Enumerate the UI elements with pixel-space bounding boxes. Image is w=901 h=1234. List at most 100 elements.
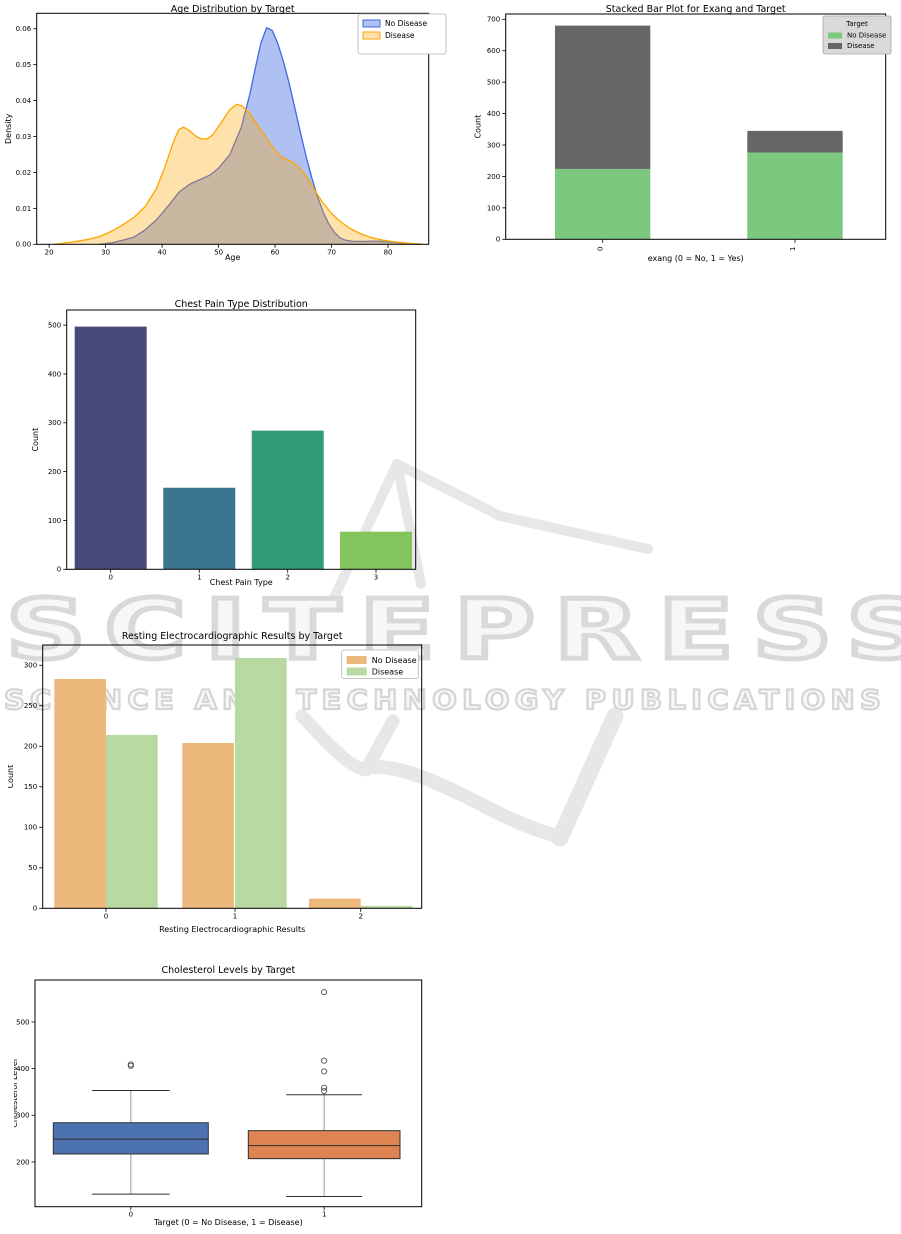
bar (340, 531, 412, 570)
x-tick-label: 70 (327, 248, 336, 256)
y-tick-label: 0 (57, 566, 61, 574)
y-tick-label: 200 (487, 173, 500, 181)
x-tick-label: 30 (101, 248, 110, 256)
logo-upstroke-shape (551, 707, 624, 847)
y-tick-label: 0 (33, 905, 37, 913)
y-tick-label: 0.02 (16, 169, 32, 177)
x-tick-label: 50 (214, 248, 223, 256)
y-tick-label: 0.03 (16, 133, 32, 141)
x-tick-label: 0 (108, 573, 112, 581)
x-tick-label: 60 (271, 248, 280, 256)
bar (74, 326, 147, 570)
legend-label: No Disease (372, 656, 417, 665)
y-tick-label: 0.06 (16, 25, 32, 33)
outlier-point (321, 1087, 328, 1095)
y-tick-label: 100 (24, 824, 37, 832)
plot-border (34, 979, 423, 1208)
y-tick-label: 400 (48, 370, 61, 378)
x-tick-label: 20 (45, 248, 54, 256)
grouped-bar (54, 679, 106, 909)
bar (163, 487, 236, 570)
outlier-point (321, 989, 328, 996)
y-axis-label: Count (474, 115, 483, 139)
x-tick-label: 0 (129, 1211, 133, 1219)
cholesterol-boxplot-chart: 200 300 400 500 0 1 Cholesterol Levels by Targ… (14, 962, 450, 1234)
grouped-bar (235, 657, 287, 909)
x-axis-label: Resting Electrocardiographic Results (159, 925, 305, 934)
box (52, 1122, 209, 1155)
stacked-bar-segment (555, 25, 651, 169)
y-tick-label: 500 (48, 322, 61, 330)
y-tick-label: 0 (496, 236, 500, 244)
y-axis-label: Count (8, 765, 15, 789)
kde-area (54, 104, 422, 245)
y-axis-label: Count (31, 428, 40, 452)
x-axis-label: Age (225, 253, 241, 262)
x-axis-label: Chest Pain Type (210, 578, 273, 587)
legend-swatch (362, 19, 381, 28)
legend-label: Disease (372, 668, 404, 677)
y-tick-label: 300 (16, 1112, 29, 1120)
outlier-point (321, 1057, 328, 1064)
y-tick-label: 100 (48, 517, 61, 525)
y-tick-label: 600 (487, 47, 500, 55)
outlier-point (321, 1068, 328, 1075)
exang-stacked-svg: 0 100 200 300 400 500 600 700 0 1 Stacked Bar Plot… (474, 4, 892, 263)
kde-line (99, 27, 422, 245)
y-tick-label: 300 (487, 141, 500, 149)
legend-swatch (828, 32, 842, 39)
chart-title: Age Distribution by Target (171, 4, 295, 15)
x-tick-label: 80 (384, 248, 393, 256)
x-tick-label: 1 (197, 573, 201, 581)
y-tick-label: 700 (487, 16, 500, 24)
chest-pain-bar-svg: 0 100 200 300 400 500 0 1 2 3 Chest Pain Type Dist… (31, 299, 417, 587)
cholesterol-box-svg: 200 300 400 500 0 1 Cholesterol Levels by Targ… (14, 965, 423, 1227)
chart-title: Resting Electrocardiographic Results by … (122, 631, 343, 642)
chest-pain-type-bar-chart: 0 100 200 300 400 500 0 1 2 3 Chest Pain Type Dist… (20, 298, 440, 590)
stacked-bar-segment (555, 168, 651, 240)
legend-label: Disease (385, 31, 415, 40)
outlier-point (321, 1084, 328, 1091)
plot-border (66, 309, 417, 570)
x-tick-label: 2 (285, 573, 289, 581)
x-tick-label: 1 (322, 1211, 326, 1219)
plot-border (42, 644, 423, 909)
legend-swatch (346, 656, 367, 664)
legend-label: No Disease (385, 19, 427, 28)
y-tick-label: 0.04 (16, 97, 32, 105)
x-tick-label: 2 (358, 912, 362, 920)
x-tick-label: 1 (233, 912, 237, 920)
y-tick-label: 50 (28, 864, 37, 872)
chart-title: Chest Pain Type Distribution (175, 299, 308, 310)
stacked-bar-segment (747, 130, 843, 153)
exang-stacked-bar-chart: 0 100 200 300 400 500 600 700 0 1 Stacked Bar Plot… (455, 4, 901, 266)
y-tick-label: 100 (487, 204, 500, 212)
legend-swatch (828, 43, 842, 49)
x-tick-label: 0 (597, 247, 605, 251)
x-tick-label: 40 (158, 248, 167, 256)
grouped-bar (182, 743, 234, 909)
grouped-bar (106, 734, 158, 909)
legend-label: Disease (847, 42, 875, 50)
outlier-point (127, 1061, 134, 1068)
y-tick-label: 200 (16, 1158, 29, 1166)
legend-title: Target (845, 20, 868, 28)
grouped-bar (360, 905, 413, 909)
chart-title: Cholesterol Levels by Target (161, 965, 295, 976)
y-tick-label: 200 (48, 468, 61, 476)
plot-border (505, 13, 887, 240)
legend-swatch (346, 667, 367, 676)
legend-swatch (362, 31, 381, 40)
y-tick-label: 0.01 (16, 205, 32, 213)
x-tick-label: 0 (104, 912, 108, 920)
y-tick-label: 150 (24, 783, 37, 791)
restecg-grouped-bar-chart: 0 50 100 150 200 250 300 0 1 2 Resting Electrocard… (8, 628, 450, 940)
y-axis-label: Cholesterol Level (14, 1059, 19, 1128)
y-tick-label: 500 (487, 79, 500, 87)
kde-line (54, 103, 422, 245)
y-tick-label: 400 (487, 110, 500, 118)
x-axis-label: exang (0 = No, 1 = Yes) (648, 254, 744, 263)
y-tick-label: 300 (48, 419, 61, 427)
plot-border (36, 12, 430, 245)
